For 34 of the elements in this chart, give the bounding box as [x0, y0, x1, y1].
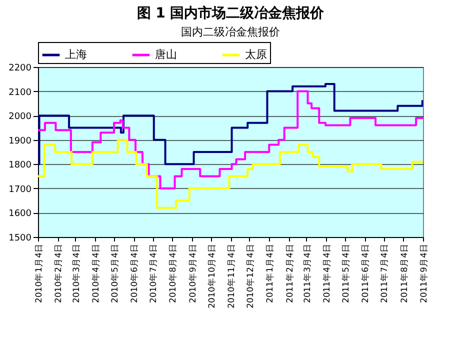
x-tick-label: 2010年2月4日 [53, 244, 64, 303]
x-tick-label: 2011年2月4日 [284, 244, 296, 303]
legend-label: 太原 [245, 48, 267, 61]
y-tick-label: 1900 [8, 136, 32, 146]
x-tick-label: 2010年3月4日 [70, 244, 82, 303]
chart-subtitle: 国内二级冶金焦报价 [181, 26, 280, 38]
y-tick-label: 2200 [8, 64, 32, 74]
x-tick-label: 2011年3月4日 [302, 244, 313, 303]
y-tick-label: 1800 [8, 160, 32, 171]
x-tick-label: 2010年1月4日 [34, 244, 44, 303]
y-tick-label: 1600 [8, 209, 32, 220]
x-tick-label: 2010年6月4日 [129, 244, 140, 303]
x-tick-label: 2011年8月4日 [398, 244, 410, 303]
x-tick-label: 2011年5月4日 [340, 244, 352, 303]
y-tick-label: 2000 [8, 112, 32, 122]
y-tick-label: 1500 [8, 234, 32, 244]
x-tick-label: 2011年4月4日 [322, 244, 333, 303]
x-tick-label: 2011年7月4日 [379, 244, 390, 303]
x-tick-label: 2010年8月4日 [168, 244, 179, 303]
x-tick-label: 2011年9月4日 [418, 244, 430, 303]
x-tick-label: 2010年12月4日 [244, 244, 256, 308]
legend-label: 上海 [65, 48, 87, 61]
x-tick-label: 2010年5月4日 [109, 244, 120, 303]
legend-label: 唐山 [155, 48, 177, 61]
x-tick-label: 2010年11月4日 [226, 244, 237, 308]
x-tick-label: 2010年10月4日 [206, 244, 218, 308]
x-tick-label: 2010年9月4日 [187, 244, 198, 303]
chart-title: 图 1 国内市场二级冶金焦报价 [136, 4, 326, 22]
x-tick-label: 2010年7月4日 [148, 244, 160, 303]
x-tick-label: 2010年4月4日 [90, 244, 102, 303]
x-tick-label: 2011年1月4日 [264, 244, 276, 303]
y-tick-label: 1700 [8, 184, 32, 195]
y-tick-label: 2100 [8, 88, 32, 98]
x-tick-label: 2011年6月4日 [360, 244, 372, 303]
